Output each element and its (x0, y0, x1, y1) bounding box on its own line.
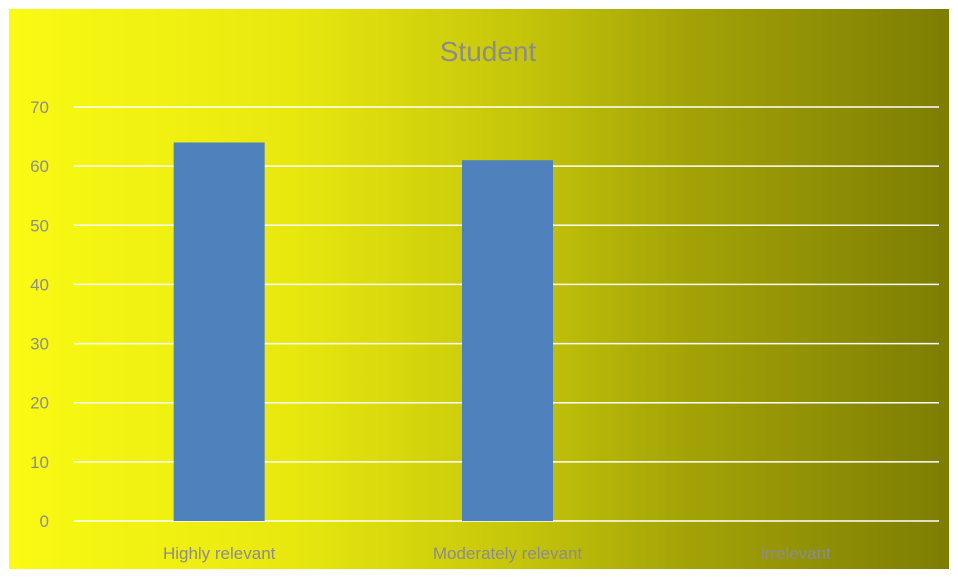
y-axis-ticks: 0 10 20 30 40 50 60 70 (30, 98, 49, 531)
y-tick-label: 0 (40, 512, 49, 531)
y-tick-label: 70 (30, 98, 49, 117)
y-tick-label: 60 (30, 157, 49, 176)
bar-highly-relevant (173, 142, 265, 521)
chart-area: Student 0 10 20 30 40 50 60 70 Highly relevant M… (9, 9, 949, 569)
y-tick-label: 10 (30, 453, 49, 472)
x-tick-label: irrelevant (761, 544, 831, 563)
bars (173, 142, 553, 521)
y-tick-label: 30 (30, 335, 49, 354)
chart-title: Student (440, 36, 537, 67)
y-tick-label: 50 (30, 216, 49, 235)
x-axis-ticks: Highly relevant Moderately relevant irrele… (163, 544, 831, 563)
bar-chart: Student 0 10 20 30 40 50 60 70 Highly relevant M… (30, 36, 939, 563)
x-tick-label: Moderately relevant (433, 544, 583, 563)
bar-moderately-relevant (462, 160, 553, 521)
y-tick-label: 40 (30, 275, 49, 294)
x-tick-label: Highly relevant (163, 544, 276, 563)
y-tick-label: 20 (30, 394, 49, 413)
